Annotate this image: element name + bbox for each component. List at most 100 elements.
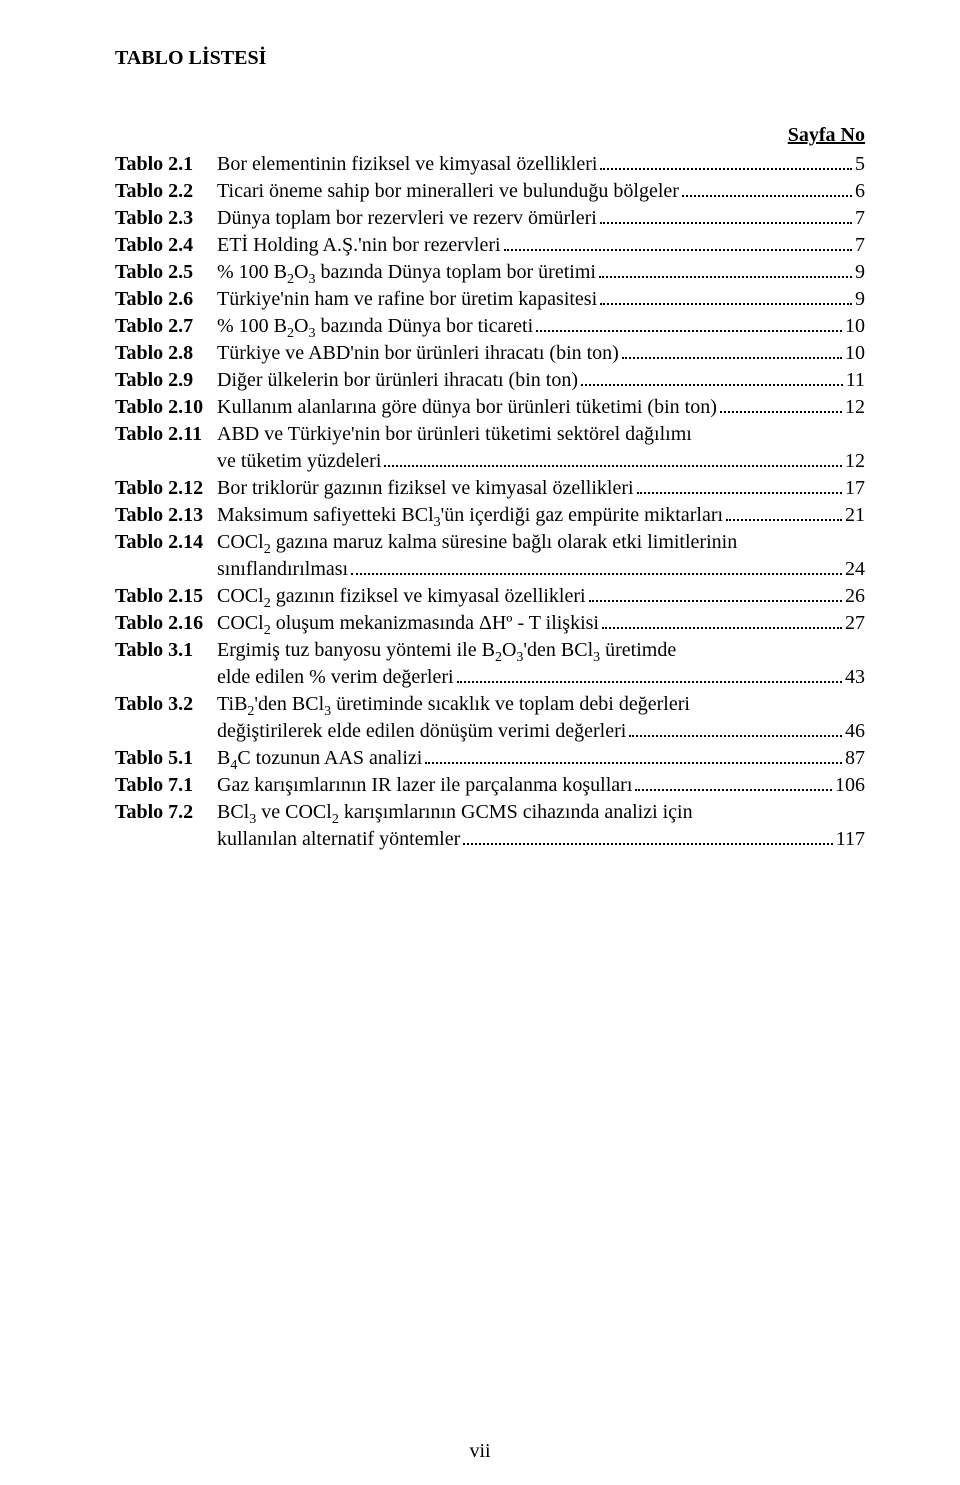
toc-row: Tablo 2.10Kullanım alanlarına göre dünya…	[115, 394, 865, 421]
toc-label: Tablo 2.5	[115, 259, 217, 286]
toc-label: Tablo 3.2	[115, 691, 217, 718]
toc-desc: Ergimiş tuz banyosu yöntemi ile B2O3'den…	[217, 637, 865, 664]
dot-leader	[726, 504, 842, 521]
toc-desc: Gaz karışımlarının IR lazer ile parçalan…	[217, 772, 865, 799]
toc-row: Tablo 2.3Dünya toplam bor rezervleri ve …	[115, 205, 865, 232]
toc-page: 6	[855, 178, 865, 205]
toc-desc: Ticari öneme sahip bor mineralleri ve bu…	[217, 178, 865, 205]
page: TABLO LİSTESİ Sayfa No Tablo 2.1Bor elem…	[0, 0, 960, 1485]
toc-label: Tablo 2.8	[115, 340, 217, 367]
dot-leader	[384, 450, 842, 467]
toc-label: Tablo 2.14	[115, 529, 217, 556]
toc-row: Tablo 7.2BCl3 ve COCl2 karışımlarının GC…	[115, 799, 865, 826]
toc-row: Tablo 2.15COCl2 gazının fiziksel ve kimy…	[115, 583, 865, 610]
toc-desc: Bor elementinin fiziksel ve kimyasal öze…	[217, 151, 865, 178]
dot-leader	[425, 747, 842, 764]
dot-leader	[457, 666, 842, 683]
toc-desc: % 100 B2O3 bazında Dünya toplam bor üret…	[217, 259, 865, 286]
toc-row: Tablo 2.4ETİ Holding A.Ş.'nin bor rezerv…	[115, 232, 865, 259]
toc-desc: TiB2'den BCl3 üretiminde sıcaklık ve top…	[217, 691, 865, 718]
toc-row-cont: ve tüketim yüzdeleri12	[115, 448, 865, 475]
toc-desc: % 100 B2O3 bazında Dünya bor ticareti10	[217, 313, 865, 340]
toc-row: Tablo 3.1Ergimiş tuz banyosu yöntemi ile…	[115, 637, 865, 664]
toc-label: Tablo 7.2	[115, 799, 217, 826]
toc-desc: elde edilen % verim değerleri43	[217, 664, 865, 691]
roman-page-number: vii	[0, 1438, 960, 1465]
toc-row-cont: değiştirilerek elde edilen dönüşüm verim…	[115, 718, 865, 745]
dot-leader	[463, 828, 832, 845]
toc-desc: ve tüketim yüzdeleri12	[217, 448, 865, 475]
toc-page: 117	[836, 826, 865, 853]
toc-label: Tablo 2.6	[115, 286, 217, 313]
toc-label: Tablo 2.12	[115, 475, 217, 502]
toc-row: Tablo 2.2Ticari öneme sahip bor minerall…	[115, 178, 865, 205]
dot-leader	[600, 153, 852, 170]
dot-leader	[600, 288, 852, 305]
dot-leader	[536, 315, 842, 332]
toc-row: Tablo 2.7% 100 B2O3 bazında Dünya bor ti…	[115, 313, 865, 340]
toc-row: Tablo 2.5% 100 B2O3 bazında Dünya toplam…	[115, 259, 865, 286]
dot-leader	[351, 558, 842, 575]
dot-leader	[581, 369, 843, 386]
toc-desc: B4C tozunun AAS analizi87	[217, 745, 865, 772]
toc-row: Tablo 3.2TiB2'den BCl3 üretiminde sıcakl…	[115, 691, 865, 718]
toc-row: Tablo 2.11ABD ve Türkiye'nin bor ürünler…	[115, 421, 865, 448]
toc-page: 7	[855, 232, 865, 259]
toc-page: 87	[845, 745, 865, 772]
dot-leader	[599, 261, 852, 278]
toc-desc: Kullanım alanlarına göre dünya bor ürünl…	[217, 394, 865, 421]
toc-page: 106	[835, 772, 865, 799]
toc-desc: ABD ve Türkiye'nin bor ürünleri tüketimi…	[217, 421, 865, 448]
toc-desc: Maksimum safiyetteki BCl3'ün içerdiği ga…	[217, 502, 865, 529]
toc-page: 7	[855, 205, 865, 232]
toc-page: 5	[855, 151, 865, 178]
toc-row: Tablo 7.1Gaz karışımlarının IR lazer ile…	[115, 772, 865, 799]
toc-page: 9	[855, 286, 865, 313]
toc-label: Tablo 2.16	[115, 610, 217, 637]
toc-page: 27	[845, 610, 865, 637]
toc-page: 11	[846, 367, 865, 394]
dot-leader	[682, 180, 852, 197]
toc-desc: Bor triklorür gazının fiziksel ve kimyas…	[217, 475, 865, 502]
toc-desc: COCl2 gazına maruz kalma süresine bağlı …	[217, 529, 865, 556]
toc-page: 46	[845, 718, 865, 745]
toc-label: Tablo 2.7	[115, 313, 217, 340]
toc-page: 24	[845, 556, 865, 583]
toc-page: 21	[845, 502, 865, 529]
dot-leader	[589, 585, 842, 602]
toc-desc: BCl3 ve COCl2 karışımlarının GCMS cihazı…	[217, 799, 865, 826]
toc-row-cont: kullanılan alternatif yöntemler117	[115, 826, 865, 853]
toc-desc: COCl2 oluşum mekanizmasında ΔHº - T iliş…	[217, 610, 865, 637]
toc-row-cont: sınıflandırılması24	[115, 556, 865, 583]
toc-label: Tablo 2.10	[115, 394, 217, 421]
dot-leader	[629, 720, 842, 737]
toc-label: Tablo 2.3	[115, 205, 217, 232]
toc-desc: Türkiye ve ABD'nin bor ürünleri ihracatı…	[217, 340, 865, 367]
toc-label: Tablo 2.15	[115, 583, 217, 610]
toc-row: Tablo 2.8Türkiye ve ABD'nin bor ürünleri…	[115, 340, 865, 367]
toc-row: Tablo 2.1Bor elementinin fiziksel ve kim…	[115, 151, 865, 178]
toc-label: Tablo 2.13	[115, 502, 217, 529]
dot-leader	[637, 477, 842, 494]
toc-label: Tablo 5.1	[115, 745, 217, 772]
toc-label: Tablo 2.2	[115, 178, 217, 205]
dot-leader	[600, 207, 852, 224]
toc-page: 17	[845, 475, 865, 502]
toc-row: Tablo 2.16COCl2 oluşum mekanizmasında ΔH…	[115, 610, 865, 637]
table-of-contents: Tablo 2.1Bor elementinin fiziksel ve kim…	[115, 151, 865, 853]
toc-desc: kullanılan alternatif yöntemler117	[217, 826, 865, 853]
toc-page: 12	[845, 448, 865, 475]
toc-page: 43	[845, 664, 865, 691]
toc-label: Tablo 2.11	[115, 421, 217, 448]
toc-page: 26	[845, 583, 865, 610]
toc-row: Tablo 5.1B4C tozunun AAS analizi87	[115, 745, 865, 772]
dot-leader	[504, 234, 852, 251]
toc-row: Tablo 2.13Maksimum safiyetteki BCl3'ün i…	[115, 502, 865, 529]
dot-leader	[635, 774, 832, 791]
toc-row: Tablo 2.6Türkiye'nin ham ve rafine bor ü…	[115, 286, 865, 313]
dot-leader	[720, 396, 842, 413]
toc-desc: COCl2 gazının fiziksel ve kimyasal özell…	[217, 583, 865, 610]
toc-row: Tablo 2.12Bor triklorür gazının fiziksel…	[115, 475, 865, 502]
toc-row: Tablo 2.14COCl2 gazına maruz kalma süres…	[115, 529, 865, 556]
page-title: TABLO LİSTESİ	[115, 45, 865, 72]
